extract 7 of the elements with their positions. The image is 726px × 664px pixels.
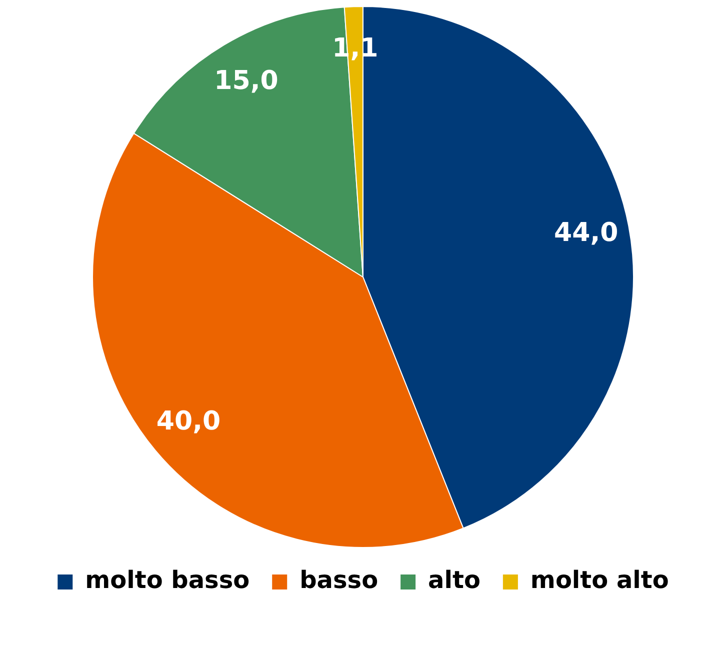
legend-label: molto alto	[530, 566, 669, 594]
data-label: 15,0	[214, 66, 278, 96]
legend-label: molto basso	[85, 566, 250, 594]
legend-label: basso	[300, 566, 378, 594]
legend-label: alto	[428, 566, 480, 594]
data-label: 44,0	[554, 218, 618, 248]
data-label: 40,0	[156, 406, 221, 436]
